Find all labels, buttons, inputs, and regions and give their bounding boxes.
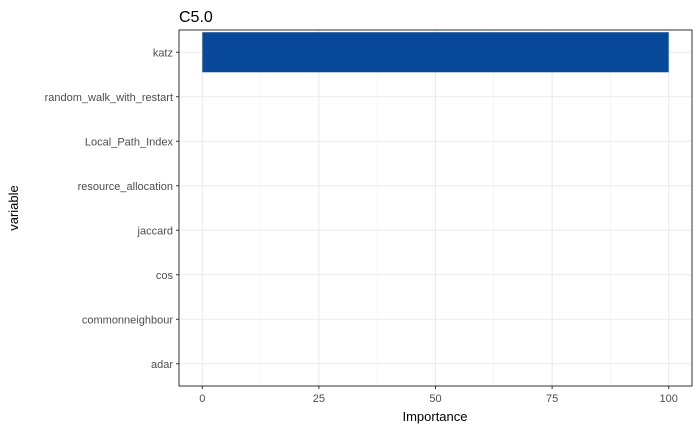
x-tick-label: 0 [199,393,205,405]
y-tick-label: cos [156,270,174,282]
y-tick-label: resource_allocation [78,181,173,193]
x-tick-label: 75 [546,393,558,405]
x-axis-title: Importance [402,409,467,424]
y-tick-label: jaccard [137,225,173,237]
y-axis-ticks: katz random_walk_with_restart Local_Path_I… [45,47,179,371]
x-tick-label: 50 [429,393,441,405]
bars [202,32,669,73]
y-tick-label: katz [153,47,173,59]
y-tick-label: random_walk_with_restart [45,92,173,104]
x-tick-label: 100 [660,393,678,405]
x-tick-label: 25 [313,393,325,405]
minor-gridlines [260,30,611,386]
bar-katz [202,32,669,73]
x-axis-ticks: 0 25 50 75 100 [199,386,678,405]
y-axis-title: variable [6,185,21,231]
chart-title: C5.0 [179,9,213,26]
y-tick-label: Local_Path_Index [85,136,174,148]
y-tick-label: adar [151,359,173,371]
y-tick-label: commonneighbour [82,314,173,326]
